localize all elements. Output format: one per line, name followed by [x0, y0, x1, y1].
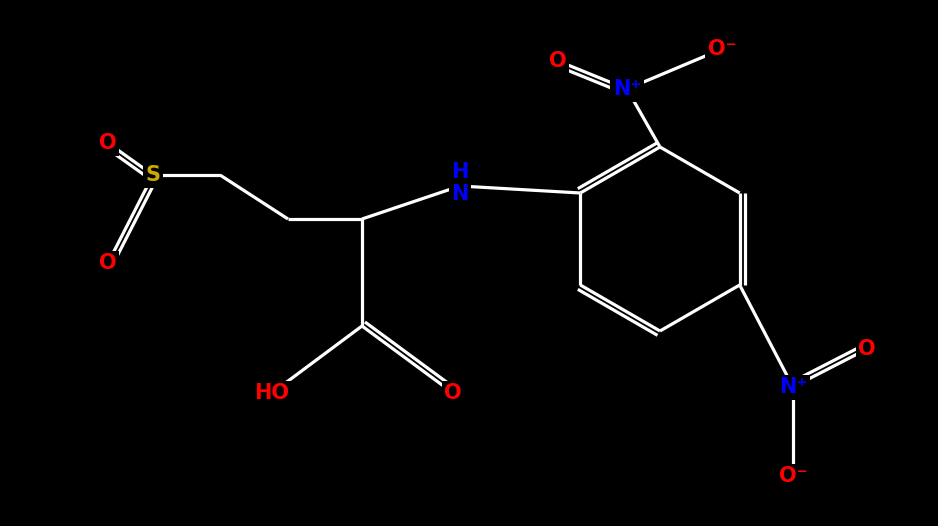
- Text: O⁻: O⁻: [779, 466, 808, 486]
- Text: O: O: [858, 339, 876, 359]
- Text: O: O: [99, 253, 117, 273]
- Text: H: H: [451, 162, 469, 182]
- Text: S: S: [145, 165, 160, 185]
- Text: O: O: [99, 133, 117, 153]
- Text: N⁺: N⁺: [613, 79, 642, 99]
- Text: HO: HO: [254, 383, 290, 403]
- Text: N⁺: N⁺: [779, 377, 808, 397]
- Text: O⁻: O⁻: [707, 39, 736, 59]
- Text: O: O: [445, 383, 461, 403]
- Text: N: N: [451, 184, 469, 204]
- Text: O: O: [549, 51, 567, 71]
